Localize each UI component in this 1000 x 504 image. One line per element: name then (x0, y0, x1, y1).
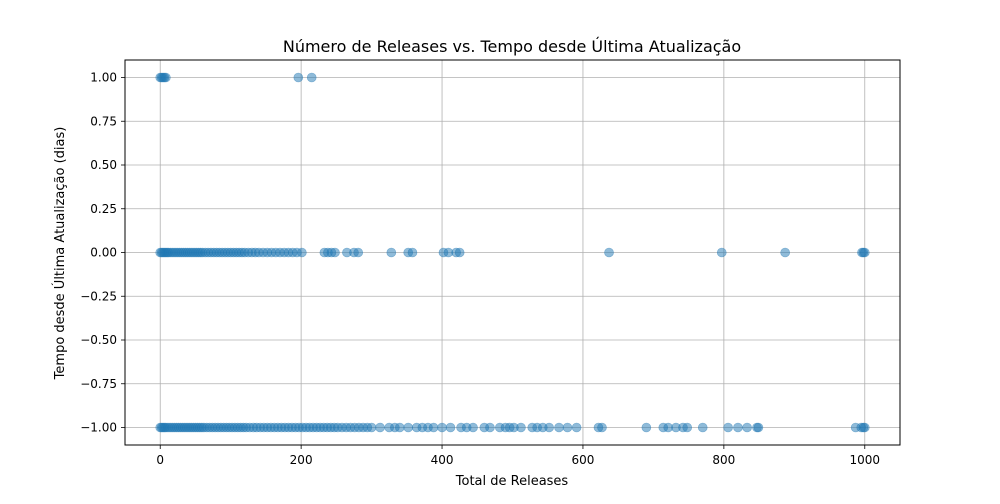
scatter-point (394, 422, 405, 433)
y-tick-label: 0.50 (90, 158, 117, 172)
y-tick-label: −0.75 (80, 377, 117, 391)
scatter-point (697, 422, 708, 433)
scatter-point (859, 422, 870, 433)
scatter-point (297, 247, 307, 258)
scatter-point (485, 422, 495, 433)
scatter-point (445, 422, 456, 433)
scatter-point (353, 247, 364, 258)
scatter-point (366, 422, 377, 433)
scatter-point (516, 422, 526, 433)
scatter-point (641, 422, 652, 433)
scatter-point (597, 422, 607, 433)
x-axis-label: Total de Releases (455, 474, 569, 489)
scatter-point (742, 422, 752, 433)
scatter-point (161, 72, 171, 83)
x-tick-label: 600 (572, 453, 595, 467)
scatter-point (780, 247, 790, 258)
scatter-point (604, 247, 614, 258)
scatter-point (428, 422, 439, 433)
scatter-point (468, 422, 478, 433)
scatter-point (753, 422, 764, 433)
y-axis-ticks: −1.00 −0.75 −0.50 −0.25 0.00 0.25 0.50 0.75 1.00 (80, 71, 125, 435)
y-tick-label: 1.00 (90, 71, 117, 85)
y-tick-label: 0.25 (90, 202, 117, 216)
y-tick-label: −0.25 (80, 289, 117, 303)
x-tick-label: 200 (290, 453, 313, 467)
y-tick-label: 0.75 (90, 114, 117, 128)
scatter-point (562, 422, 573, 433)
scatter-point (544, 422, 554, 433)
scatter-point (723, 422, 733, 433)
y-tick-label: −1.00 (80, 421, 117, 435)
scatter-point (330, 247, 340, 258)
chart-title: Número de Releases vs. Tempo desde Últim… (283, 37, 741, 56)
scatter-point (306, 72, 317, 83)
scatter-point (733, 422, 743, 433)
scatter-point (682, 422, 693, 433)
scatter-point (293, 72, 304, 83)
x-tick-label: 0 (156, 453, 164, 467)
scatter-point (407, 247, 418, 258)
scatter-point (403, 422, 414, 433)
data-points (155, 72, 870, 433)
scatter-point (375, 422, 385, 433)
scatter-point (716, 247, 727, 258)
x-tick-label: 1000 (849, 453, 880, 467)
y-tick-label: −0.50 (80, 333, 117, 347)
scatter-point (437, 422, 447, 433)
scatter-point (859, 247, 870, 258)
scatter-point (554, 422, 564, 433)
x-tick-label: 400 (431, 453, 454, 467)
x-axis-ticks: 0 200 400 600 800 1000 (156, 445, 880, 467)
scatter-point (454, 247, 465, 258)
y-axis-label: Tempo desde Última Atualização (dias) (52, 127, 68, 381)
y-tick-label: 0.00 (90, 246, 117, 260)
scatter-point (386, 247, 397, 258)
x-tick-label: 800 (712, 453, 735, 467)
scatter-point (571, 422, 582, 433)
